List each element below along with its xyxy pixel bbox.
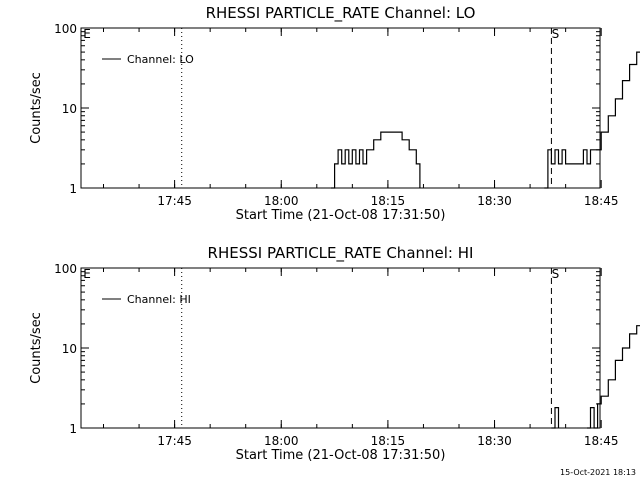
plot-frame: [80, 267, 601, 429]
x-tick-label: 18:15: [371, 434, 406, 448]
y-tick-label: 10: [62, 102, 77, 116]
x-tick-label: 18:15: [371, 194, 406, 208]
chart-title: RHESSI PARTICLE_RATE Channel: LO: [206, 4, 476, 23]
series-line: [331, 131, 421, 189]
series-line: [551, 407, 560, 429]
chart-panel-hi: RHESSI PARTICLE_RATE Channel: HI 1 10 100 17…: [29, 244, 640, 463]
footer-timestamp: 15-Oct-2021 18:13: [560, 468, 636, 477]
x-axis-label: Start Time (21-Oct-08 17:31:50): [236, 448, 446, 463]
chart-panel-lo: RHESSI PARTICLE_RATE Channel: LO 1 10 100 17…: [29, 4, 640, 223]
x-tick-label: 18:00: [264, 434, 299, 448]
x-tick-label: 17:45: [157, 194, 192, 208]
chart-title: RHESSI PARTICLE_RATE Channel: HI: [208, 244, 474, 263]
y-tick-label: 1: [69, 182, 77, 196]
x-axis-label: Start Time (21-Oct-08 17:31:50): [236, 208, 446, 223]
y-tick-label: 1: [69, 422, 77, 436]
x-tick-label: 18:30: [477, 434, 512, 448]
plot-frame: [80, 27, 601, 189]
y-tick-label: 10: [62, 342, 77, 356]
series-line: [587, 325, 640, 429]
x-tick-label: 18:45: [584, 194, 619, 208]
event-marker-label: S: [552, 267, 560, 281]
y-tick-label: 100: [54, 262, 77, 276]
x-tick-label: 17:45: [157, 434, 192, 448]
event-marker-label: E: [83, 267, 91, 281]
y-tick-label: 100: [54, 22, 77, 36]
event-marker-label: S: [552, 27, 560, 41]
x-tick-label: 18:00: [264, 194, 299, 208]
y-axis-label: Counts/sec: [29, 312, 44, 384]
x-tick-label: 18:30: [477, 194, 512, 208]
event-marker-label: E: [83, 27, 91, 41]
series-line: [544, 51, 640, 189]
legend-label: Channel: LO: [127, 53, 194, 66]
x-tick-label: 18:45: [584, 434, 619, 448]
y-axis-label: Counts/sec: [29, 72, 44, 144]
legend-label: Channel: HI: [127, 293, 191, 306]
